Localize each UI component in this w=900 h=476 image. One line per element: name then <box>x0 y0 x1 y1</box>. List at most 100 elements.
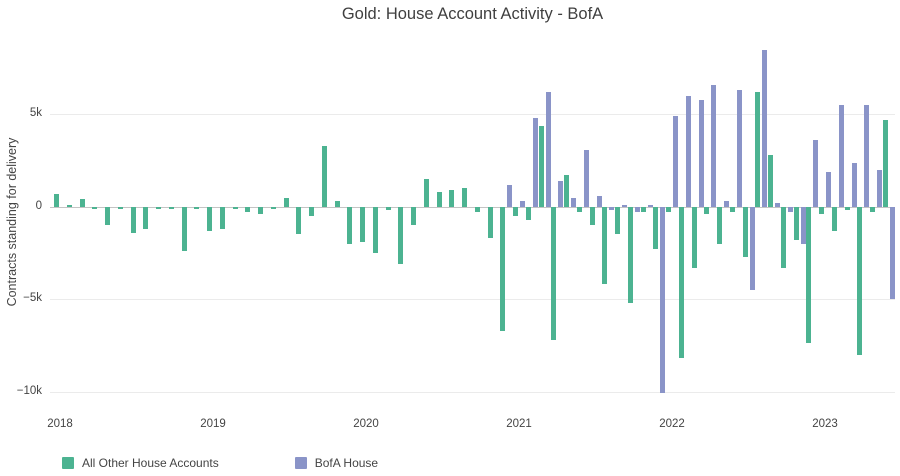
bar-all-other-house-accounts[interactable] <box>309 206 314 216</box>
bar-all-other-house-accounts[interactable] <box>168 206 174 209</box>
bar-all-other-house-accounts[interactable] <box>219 206 225 229</box>
bar-all-other-house-accounts[interactable] <box>513 206 518 216</box>
bar-all-other-house-accounts[interactable] <box>156 206 161 209</box>
bar-bofa-house[interactable] <box>545 92 551 207</box>
bar-all-other-house-accounts[interactable] <box>691 206 697 268</box>
bar-bofa-house[interactable] <box>749 206 755 290</box>
bar-all-other-house-accounts[interactable] <box>678 206 684 359</box>
bar-bofa-house[interactable] <box>736 90 742 207</box>
bar-all-other-house-accounts[interactable] <box>245 206 251 213</box>
bar-all-other-house-accounts[interactable] <box>385 206 391 211</box>
bar-all-other-house-accounts[interactable] <box>525 206 531 220</box>
bar-all-other-house-accounts[interactable] <box>755 92 761 207</box>
y-tick-label: −5k <box>23 292 42 305</box>
bar-all-other-house-accounts[interactable] <box>334 201 340 207</box>
bar-all-other-house-accounts[interactable] <box>207 206 212 231</box>
bar-bofa-house[interactable] <box>851 162 857 207</box>
bar-all-other-house-accounts[interactable] <box>564 175 569 207</box>
bar-all-other-house-accounts[interactable] <box>92 206 98 209</box>
bar-bofa-house[interactable] <box>673 116 678 207</box>
bar-all-other-house-accounts[interactable] <box>882 120 888 207</box>
bar-all-other-house-accounts[interactable] <box>321 145 327 207</box>
bar-all-other-house-accounts[interactable] <box>742 206 748 257</box>
bar-all-other-house-accounts[interactable] <box>819 206 824 215</box>
bar-all-other-house-accounts[interactable] <box>474 206 480 213</box>
bar-all-other-house-accounts[interactable] <box>411 206 416 226</box>
bar-all-other-house-accounts[interactable] <box>844 206 850 211</box>
legend-item-bofa-house[interactable]: BofA House <box>294 456 378 470</box>
bar-all-other-house-accounts[interactable] <box>462 188 467 207</box>
bar-all-other-house-accounts[interactable] <box>449 190 455 207</box>
bar-all-other-house-accounts[interactable] <box>870 206 875 213</box>
bar-bofa-house[interactable] <box>775 203 780 207</box>
bar-bofa-house[interactable] <box>877 169 882 207</box>
bar-bofa-house[interactable] <box>609 206 615 211</box>
bar-bofa-house[interactable] <box>787 206 793 213</box>
bar-all-other-house-accounts[interactable] <box>105 206 110 226</box>
bar-bofa-house[interactable] <box>596 195 602 207</box>
bar-all-other-house-accounts[interactable] <box>666 206 671 213</box>
bar-all-other-house-accounts[interactable] <box>729 206 735 213</box>
bar-bofa-house[interactable] <box>889 206 895 300</box>
bar-all-other-house-accounts[interactable] <box>283 197 289 207</box>
bar-bofa-house[interactable] <box>864 105 870 207</box>
bar-all-other-house-accounts[interactable] <box>66 205 72 207</box>
bar-all-other-house-accounts[interactable] <box>768 155 773 207</box>
bar-all-other-house-accounts[interactable] <box>615 206 620 235</box>
bar-all-other-house-accounts[interactable] <box>793 206 799 241</box>
bar-bofa-house[interactable] <box>558 180 564 207</box>
bar-bofa-house[interactable] <box>634 206 640 213</box>
bar-all-other-house-accounts[interactable] <box>640 206 646 213</box>
bar-bofa-house[interactable] <box>826 171 831 207</box>
bar-all-other-house-accounts[interactable] <box>117 206 123 209</box>
bar-all-other-house-accounts[interactable] <box>653 206 659 250</box>
bar-bofa-house[interactable] <box>622 205 627 207</box>
bar-bofa-house[interactable] <box>724 201 729 207</box>
bar-all-other-house-accounts[interactable] <box>79 199 85 207</box>
bar-bofa-house[interactable] <box>520 201 525 207</box>
bar-all-other-house-accounts[interactable] <box>372 206 378 253</box>
bar-all-other-house-accounts[interactable] <box>831 206 837 231</box>
bar-all-other-house-accounts[interactable] <box>130 206 136 233</box>
bar-all-other-house-accounts[interactable] <box>181 206 187 252</box>
bar-bofa-house[interactable] <box>571 197 576 207</box>
bar-all-other-house-accounts[interactable] <box>143 206 149 229</box>
bar-all-other-house-accounts[interactable] <box>347 206 353 244</box>
bar-all-other-house-accounts[interactable] <box>602 206 608 285</box>
bar-all-other-house-accounts[interactable] <box>589 206 595 226</box>
bar-all-other-house-accounts[interactable] <box>54 193 59 207</box>
bar-bofa-house[interactable] <box>800 206 806 244</box>
legend-item-all-other-house-accounts[interactable]: All Other House Accounts <box>62 456 219 470</box>
bar-bofa-house[interactable] <box>685 96 691 207</box>
bar-all-other-house-accounts[interactable] <box>232 206 238 209</box>
bar-bofa-house[interactable] <box>507 184 513 207</box>
bar-all-other-house-accounts[interactable] <box>627 206 633 303</box>
bar-bofa-house[interactable] <box>813 140 819 207</box>
bar-bofa-house[interactable] <box>647 205 653 207</box>
bar-bofa-house[interactable] <box>583 149 589 207</box>
bar-all-other-house-accounts[interactable] <box>538 125 544 207</box>
bar-all-other-house-accounts[interactable] <box>704 206 710 215</box>
bar-all-other-house-accounts[interactable] <box>258 206 263 215</box>
bar-bofa-house[interactable] <box>532 118 538 207</box>
bar-all-other-house-accounts[interactable] <box>398 206 404 265</box>
bar-all-other-house-accounts[interactable] <box>487 206 493 239</box>
bar-bofa-house[interactable] <box>711 84 717 207</box>
bar-bofa-house[interactable] <box>838 105 844 207</box>
bar-all-other-house-accounts[interactable] <box>194 206 200 209</box>
bar-bofa-house[interactable] <box>660 206 666 394</box>
bar-all-other-house-accounts[interactable] <box>436 192 442 207</box>
bar-all-other-house-accounts[interactable] <box>270 206 276 209</box>
bar-all-other-house-accounts[interactable] <box>296 206 302 235</box>
bar-bofa-house[interactable] <box>762 49 768 207</box>
bar-all-other-house-accounts[interactable] <box>500 206 506 331</box>
bar-bofa-house[interactable] <box>698 99 704 207</box>
bar-all-other-house-accounts[interactable] <box>423 179 429 207</box>
bar-all-other-house-accounts[interactable] <box>576 206 582 213</box>
bar-all-other-house-accounts[interactable] <box>857 206 863 355</box>
bar-all-other-house-accounts[interactable] <box>780 206 786 268</box>
bar-all-other-house-accounts[interactable] <box>551 206 557 340</box>
bar-all-other-house-accounts[interactable] <box>806 206 812 344</box>
bar-all-other-house-accounts[interactable] <box>360 206 365 242</box>
bar-all-other-house-accounts[interactable] <box>717 206 722 244</box>
